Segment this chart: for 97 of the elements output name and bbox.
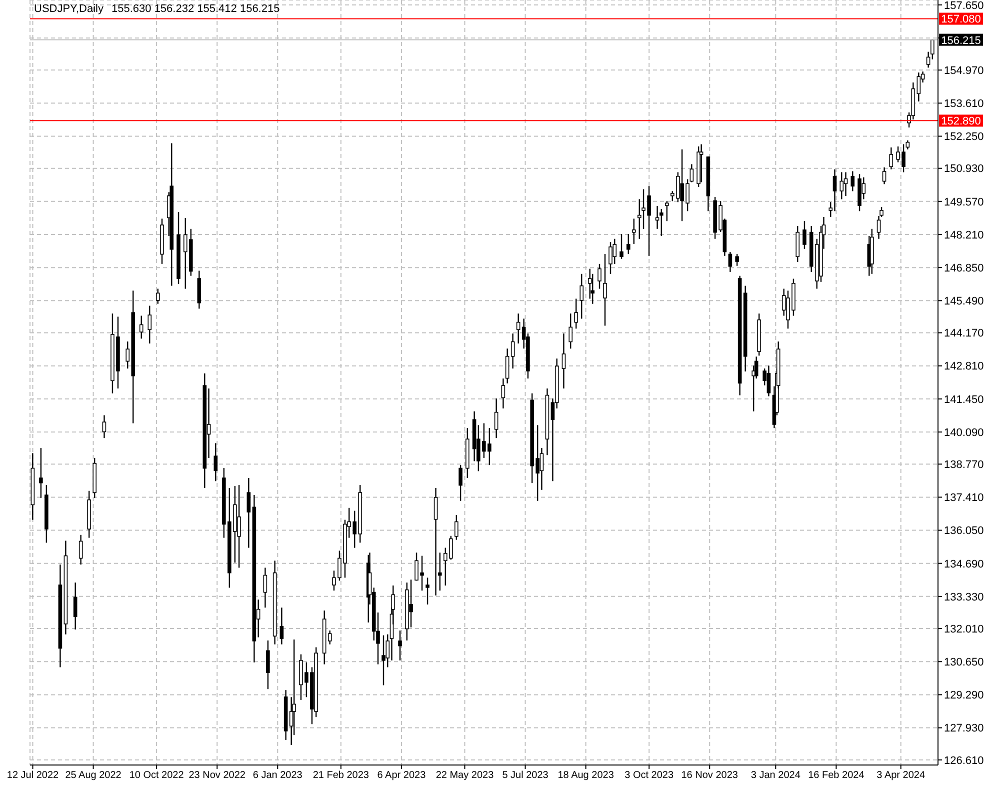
y-tick-label: 157.650 [944, 0, 984, 12]
ref-line-label: 157.080 [941, 14, 981, 26]
x-tick-label: 6 Apr 2023 [377, 770, 426, 782]
candlestick [237, 484, 241, 568]
candlestick [590, 273, 595, 304]
candlestick [916, 72, 921, 102]
x-tick-label: 10 Oct 2022 [129, 770, 184, 782]
candlestick [266, 640, 270, 690]
candlestick [832, 168, 837, 212]
y-tick-label: 150.930 [944, 163, 984, 176]
y-tick-label: 140.090 [944, 426, 984, 439]
candlestick [728, 251, 732, 273]
candlestick [494, 398, 498, 439]
y-tick-label: 141.450 [944, 394, 984, 406]
candlestick [766, 364, 771, 397]
x-tick-label: 3 Oct 2023 [624, 770, 674, 782]
candlestick [398, 630, 402, 662]
x-tick-label: 16 Nov 2023 [681, 770, 738, 782]
candlestick [39, 447, 43, 499]
candlestick [280, 607, 284, 645]
candlestick [540, 447, 544, 490]
y-tick-label: 142.810 [944, 360, 984, 373]
y-tick-label: 149.570 [944, 196, 984, 208]
candlestick [620, 233, 624, 260]
y-tick-label: 137.410 [944, 492, 984, 504]
y-tick-label: 145.490 [944, 296, 984, 308]
candlestick [562, 332, 566, 390]
y-tick-label: 134.690 [944, 558, 984, 570]
y-tick-label: 138.770 [944, 459, 984, 472]
y-tick-label: 126.610 [944, 754, 984, 767]
candlestick [626, 233, 630, 255]
candlestick [840, 172, 844, 200]
x-tick-label: 22 May 2023 [436, 770, 494, 782]
candlestick [501, 378, 506, 410]
candlestick [580, 273, 584, 320]
candlestick [603, 253, 607, 326]
candlestick [782, 288, 786, 316]
y-tick-label: 136.050 [944, 525, 984, 538]
y-tick-label: 153.610 [944, 98, 984, 110]
candlestick [850, 170, 855, 192]
y-tick-label: 146.850 [944, 262, 984, 274]
candlestick [505, 348, 510, 384]
candlestick [458, 464, 462, 502]
y-tick-label: 133.330 [944, 591, 984, 604]
candlestick [889, 146, 894, 170]
candlestick [263, 567, 268, 608]
candlestick [214, 442, 218, 482]
candlestick [665, 200, 669, 222]
candlestick [102, 414, 106, 439]
x-tick-label: 5 Jul 2023 [502, 770, 549, 782]
candlestick [409, 579, 413, 628]
candlestick [844, 172, 848, 197]
x-tick-label: 18 Aug 2023 [558, 770, 614, 782]
candlestick [568, 312, 573, 350]
y-tick-label: 144.170 [944, 328, 984, 340]
ref-line-label: 152.890 [941, 116, 981, 128]
x-tick-label: 16 Feb 2024 [808, 770, 865, 782]
candlestick [608, 241, 612, 274]
y-tick-label: 132.010 [944, 623, 984, 636]
candlestick [73, 582, 78, 630]
candlestick [735, 253, 739, 266]
y-tick-label: 152.250 [944, 131, 984, 144]
x-tick-label: 23 Nov 2022 [188, 770, 246, 782]
y-tick-label: 148.210 [944, 229, 984, 242]
candlestick [454, 514, 458, 540]
candlestick [382, 634, 386, 686]
ref-line-label: 156.215 [941, 34, 981, 47]
chart-subtitle: 155.630 156.232 155.412 156.215 [112, 3, 280, 15]
candlestick [598, 263, 602, 290]
y-tick-label: 129.290 [944, 690, 984, 702]
candlestick [632, 218, 636, 245]
x-tick-label: 25 Aug 2022 [65, 770, 122, 782]
candlestick [802, 220, 806, 250]
x-tick-label: 12 Jul 2022 [6, 770, 60, 782]
candlestick [574, 298, 578, 330]
candlestick [246, 477, 251, 548]
chart-title: USDJPY,Daily [34, 3, 104, 15]
candlestick [426, 577, 430, 606]
x-tick-label: 6 Jan 2023 [252, 770, 303, 782]
candlestick [510, 332, 515, 370]
x-tick-label: 3 Apr 2024 [876, 770, 926, 782]
candlestick [328, 630, 332, 645]
x-tick-label: 21 Feb 2023 [312, 770, 370, 782]
candlestick [139, 315, 144, 340]
candlestick [882, 166, 886, 185]
candlestick [516, 312, 520, 344]
candlestick [434, 487, 438, 596]
y-tick-label: 130.650 [944, 656, 984, 669]
y-tick-label: 154.970 [944, 64, 984, 77]
candlestick [78, 534, 83, 566]
candlestick [148, 305, 152, 344]
x-tick-label: 3 Jan 2024 [750, 770, 801, 782]
candlestick [660, 208, 664, 237]
candlestick [699, 144, 704, 183]
candlestick [156, 288, 160, 304]
candlestick [690, 164, 694, 183]
y-tick-label: 127.930 [944, 722, 984, 735]
